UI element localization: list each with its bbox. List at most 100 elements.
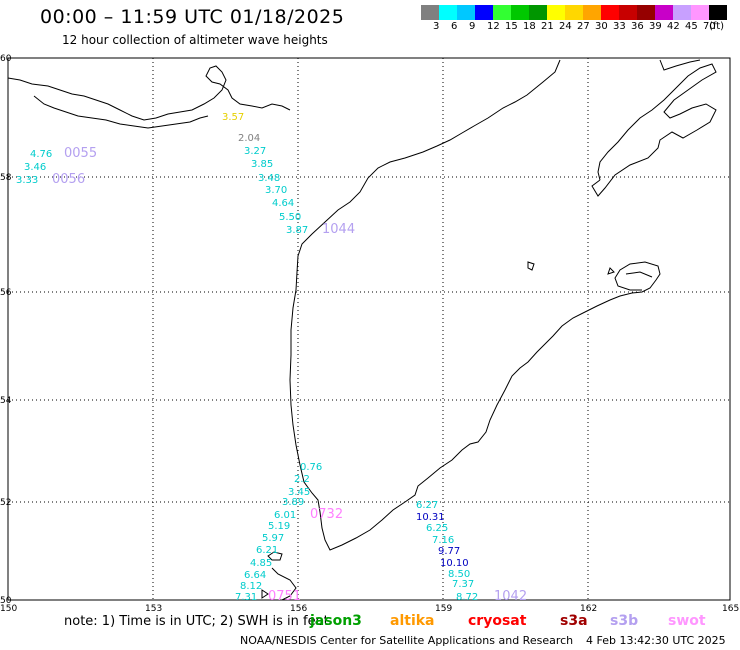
lon-label: 162 [580,604,597,614]
legend-swatch [511,5,529,20]
lat-label: 54 [0,396,12,406]
wave-height-label: 3.57 [222,112,244,123]
wave-height-label: 6.25 [426,523,448,534]
pass-time-label: 0751 [268,589,301,604]
satellite-s3b: s3b [610,613,639,629]
wave-height-label: 3.45 [288,487,310,498]
footnote: note: 1) Time is in UTC; 2) SWH is in fe… [64,614,329,629]
pass-time-label: 0056 [52,172,85,187]
lat-lon-grid [8,58,730,600]
legend-label: 24 [559,21,572,32]
coastline-north [7,65,291,121]
island-small-east [607,267,615,275]
wave-height-label: 9.77 [438,546,460,557]
legend-label: 70 [703,21,716,32]
legend-label: 12 [487,21,500,32]
legend-label: 36 [631,21,644,32]
pass-time-label: 0055 [64,146,97,161]
page-title: 00:00 – 11:59 UTC 01/18/2025 [40,6,345,28]
wave-height-label: 0.76 [300,462,322,473]
wave-height-label: 3.70 [265,185,287,196]
island-kuril-2 [271,567,297,601]
wave-height-label: 3.46 [24,162,46,173]
satellite-swot: swot [668,613,706,629]
lat-label: 58 [0,173,12,183]
lon-label: 165 [722,604,739,614]
wave-height-label: 10.31 [416,512,445,523]
legend-swatch [475,5,493,20]
wave-height-label: 3.85 [251,159,273,170]
wave-height-label: 5.50 [279,212,301,223]
wave-height-label: 2.04 [238,133,260,144]
island-kuril-1 [267,551,283,561]
wave-height-label: 7.37 [452,579,474,590]
legend-label: 30 [595,21,608,32]
legend-swatch [439,5,457,20]
lat-label: 56 [0,288,12,298]
wave-height-label: 4.76 [30,149,52,160]
wave-height-label: 6.64 [244,570,266,581]
lat-label: 50 [0,596,12,606]
legend-label: 9 [469,21,476,32]
pass-time-label: 1044 [322,222,355,237]
satellite-jason3: jason3 [310,613,362,629]
legend-swatch [673,5,691,20]
satellite-altika: altika [390,613,435,629]
wave-height-label: 6.01 [274,510,296,521]
legend-swatch [457,5,475,20]
island-karaginsky [527,261,535,271]
footer-timestamp: 4 Feb 13:42:30 UTC 2025 [586,634,726,647]
wave-height-label: 2.2 [294,474,310,485]
legend-swatch [619,5,637,20]
wave-height-label: 10.10 [440,558,469,569]
color-legend [421,5,727,20]
legend-swatch [583,5,601,20]
pass-time-label: 0732 [310,507,343,522]
wave-height-label: 4.85 [250,558,272,569]
wave-height-label: 4.64 [272,198,294,209]
wave-height-label: 3.27 [244,146,266,157]
wave-height-label: 3.48 [258,173,280,184]
lon-label: 159 [435,604,452,614]
legend-label: 27 [577,21,590,32]
wave-height-label: 5.97 [262,533,284,544]
legend-swatch [421,5,439,20]
map-frame [7,57,731,601]
legend-swatch [601,5,619,20]
page-subtitle: 12 hour collection of altimeter wave hei… [62,33,328,47]
wave-height-label: 3.89 [282,497,304,508]
legend-swatch [565,5,583,20]
legend-label: 42 [667,21,680,32]
wave-height-label: 8.50 [448,569,470,580]
wave-height-label: 7.16 [432,535,454,546]
legend-swatch [547,5,565,20]
coastline-northeast [591,59,717,197]
legend-label: 18 [523,21,536,32]
lat-label: 52 [0,498,11,508]
wave-height-label: 6.21 [256,545,278,556]
legend-label: 3 [433,21,440,32]
lon-label: 150 [0,604,17,614]
wave-height-label: 7.31 [235,592,257,603]
wave-height-label: 8.12 [240,581,262,592]
legend-swatch [655,5,673,20]
legend-swatch [493,5,511,20]
footer-credit: NOAA/NESDIS Center for Satellite Applica… [240,634,574,647]
wave-height-label: 3.87 [286,225,308,236]
lon-label: 153 [145,604,162,614]
legend-swatch [709,5,727,20]
coastline-kamchatka [289,59,661,551]
coastline-shantar [33,95,209,129]
wave-height-label: 6.27 [416,500,438,511]
island-kuril-3 [261,589,269,599]
satellite-cryosat: cryosat [468,613,527,629]
wave-height-label: 8.72 [456,592,478,603]
legend-label: 15 [505,21,518,32]
lon-label: 156 [290,604,307,614]
legend-swatch [691,5,709,20]
legend-swatch [637,5,655,20]
wave-height-label: 5.19 [268,521,290,532]
legend-label: (ft) [709,21,725,32]
legend-label: 45 [685,21,698,32]
legend-label: 6 [451,21,458,32]
